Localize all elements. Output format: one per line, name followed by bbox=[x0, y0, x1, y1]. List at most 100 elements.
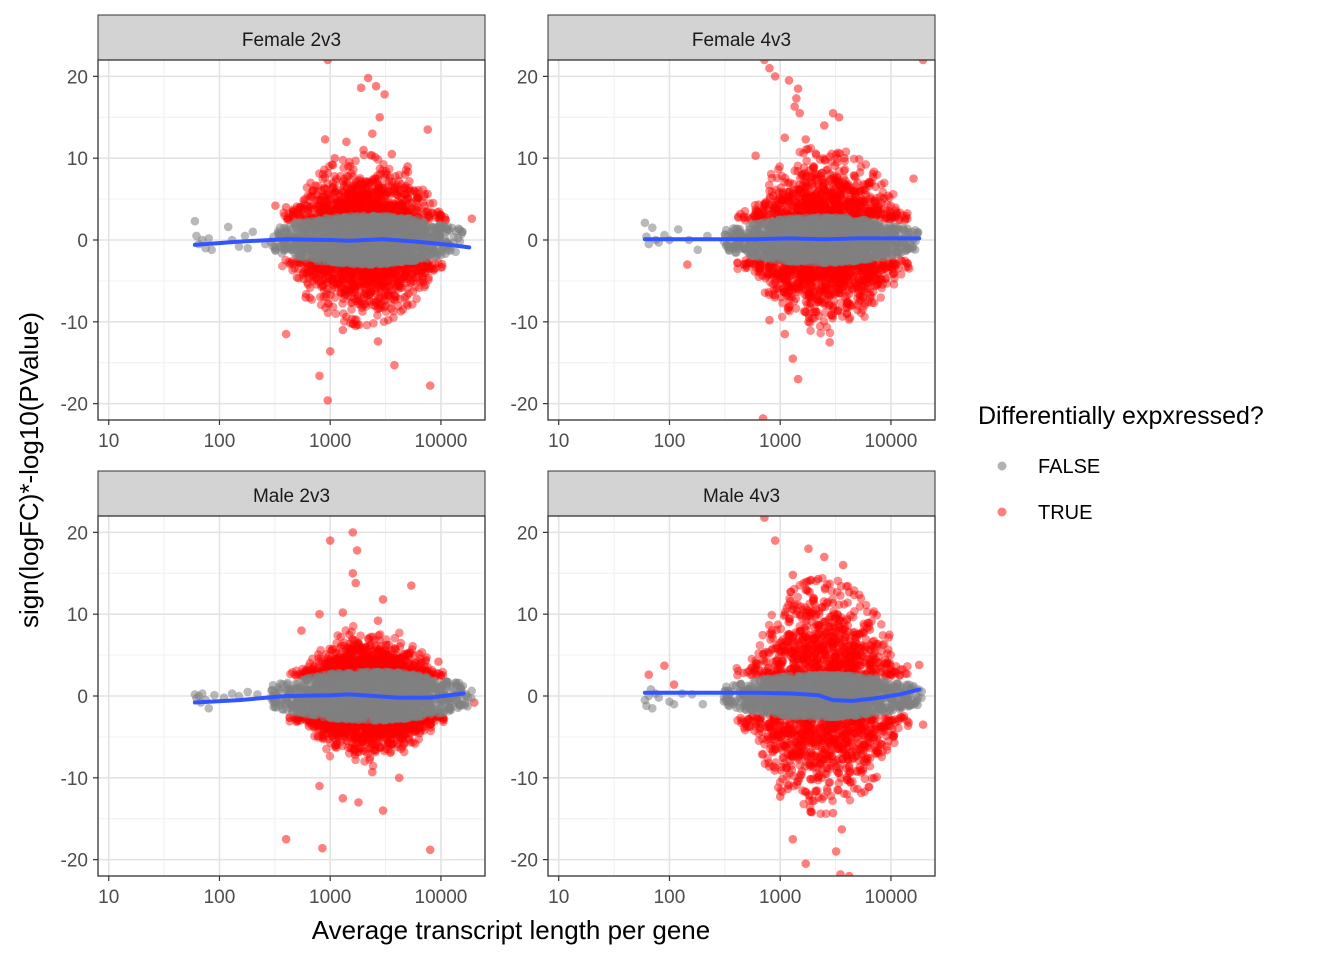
de-point-true bbox=[429, 199, 438, 208]
de-point-true bbox=[767, 174, 776, 183]
de-point-true bbox=[468, 214, 477, 223]
de-point-true bbox=[322, 293, 331, 302]
de-point-true bbox=[765, 64, 774, 73]
de-point-true bbox=[326, 347, 335, 356]
de-point-true bbox=[796, 174, 805, 183]
facet-strip-label: Female 2v3 bbox=[242, 30, 341, 51]
de-point-true bbox=[801, 290, 810, 299]
de-point-true bbox=[363, 321, 372, 330]
facet-strip-label: Female 4v3 bbox=[692, 30, 791, 51]
de-point-false bbox=[241, 232, 250, 241]
de-point-true bbox=[438, 263, 447, 272]
de-point-false bbox=[367, 260, 376, 269]
de-point-false bbox=[427, 233, 436, 242]
de-point-false bbox=[243, 244, 252, 253]
de-point-true bbox=[357, 298, 366, 307]
de-point-false bbox=[360, 245, 369, 254]
x-tick-label: 100 bbox=[204, 431, 236, 452]
de-point-true bbox=[385, 177, 394, 186]
de-point-true bbox=[342, 138, 351, 147]
de-point-true bbox=[785, 76, 794, 85]
de-point-true bbox=[409, 287, 418, 296]
de-point-true bbox=[909, 174, 918, 183]
de-point-false bbox=[379, 243, 388, 252]
de-point-true bbox=[804, 190, 813, 199]
de-point-true bbox=[843, 309, 852, 318]
y-tick-label: 10 bbox=[67, 149, 88, 170]
de-point-true bbox=[364, 200, 373, 209]
de-point-true bbox=[836, 193, 845, 202]
de-point-true bbox=[372, 82, 381, 91]
de-point-true bbox=[401, 170, 410, 179]
de-point-true bbox=[391, 201, 400, 210]
de-point-true bbox=[329, 280, 338, 289]
de-point-true bbox=[376, 164, 385, 173]
de-point-true bbox=[382, 270, 391, 279]
de-point-true bbox=[834, 272, 843, 281]
de-point-true bbox=[313, 187, 322, 196]
de-point-true bbox=[361, 191, 370, 200]
de-point-true bbox=[764, 210, 773, 219]
de-point-true bbox=[436, 211, 445, 220]
de-point-true bbox=[323, 201, 332, 210]
de-point-true bbox=[398, 267, 407, 276]
de-point-true bbox=[755, 273, 764, 282]
de-point-true bbox=[341, 287, 350, 296]
de-point-true bbox=[419, 185, 428, 194]
de-point-true bbox=[330, 154, 339, 163]
de-point-true bbox=[339, 326, 348, 335]
de-point-false bbox=[353, 218, 362, 227]
de-point-true bbox=[384, 291, 393, 300]
de-point-true bbox=[304, 205, 313, 214]
de-point-false bbox=[317, 248, 326, 257]
de-point-true bbox=[739, 214, 748, 223]
de-point-true bbox=[368, 129, 377, 138]
de-point-true bbox=[319, 170, 328, 179]
de-point-false bbox=[392, 252, 401, 261]
de-point-true bbox=[385, 165, 394, 174]
de-point-true bbox=[833, 158, 842, 167]
de-point-false bbox=[455, 225, 464, 234]
y-tick-label: 20 bbox=[67, 67, 88, 88]
y-tick-label: -20 bbox=[61, 395, 88, 416]
de-point-true bbox=[398, 201, 407, 210]
de-point-true bbox=[742, 261, 751, 270]
de-point-true bbox=[344, 194, 353, 203]
de-point-true bbox=[423, 207, 432, 216]
de-point-true bbox=[803, 202, 812, 211]
de-point-true bbox=[301, 293, 310, 302]
de-point-true bbox=[366, 271, 375, 280]
de-point-true bbox=[324, 300, 333, 309]
de-point-true bbox=[373, 196, 382, 205]
de-point-false bbox=[420, 250, 429, 259]
de-point-true bbox=[874, 269, 883, 278]
de-point-true bbox=[282, 203, 291, 212]
de-point-false bbox=[204, 234, 213, 243]
de-point-true bbox=[403, 162, 412, 171]
y-tick-label: 0 bbox=[77, 231, 88, 252]
de-point-false bbox=[341, 214, 350, 223]
de-point-true bbox=[804, 318, 813, 327]
de-point-true bbox=[795, 109, 804, 118]
de-point-false bbox=[434, 225, 443, 234]
de-point-true bbox=[835, 113, 844, 122]
de-point-false bbox=[299, 242, 308, 251]
de-point-true bbox=[282, 330, 291, 339]
de-point-true bbox=[342, 312, 351, 321]
de-point-true bbox=[814, 312, 823, 321]
de-point-true bbox=[865, 278, 874, 287]
de-point-true bbox=[776, 183, 785, 192]
de-point-true bbox=[806, 326, 815, 335]
de-point-true bbox=[792, 273, 801, 282]
de-point-false bbox=[349, 246, 358, 255]
de-point-true bbox=[382, 191, 391, 200]
de-point-true bbox=[771, 72, 780, 81]
de-point-true bbox=[359, 146, 368, 155]
de-point-true bbox=[820, 121, 829, 130]
de-point-true bbox=[785, 178, 794, 187]
de-point-true bbox=[880, 210, 889, 219]
de-point-true bbox=[759, 414, 768, 423]
de-point-true bbox=[869, 173, 878, 182]
de-point-true bbox=[374, 282, 383, 291]
